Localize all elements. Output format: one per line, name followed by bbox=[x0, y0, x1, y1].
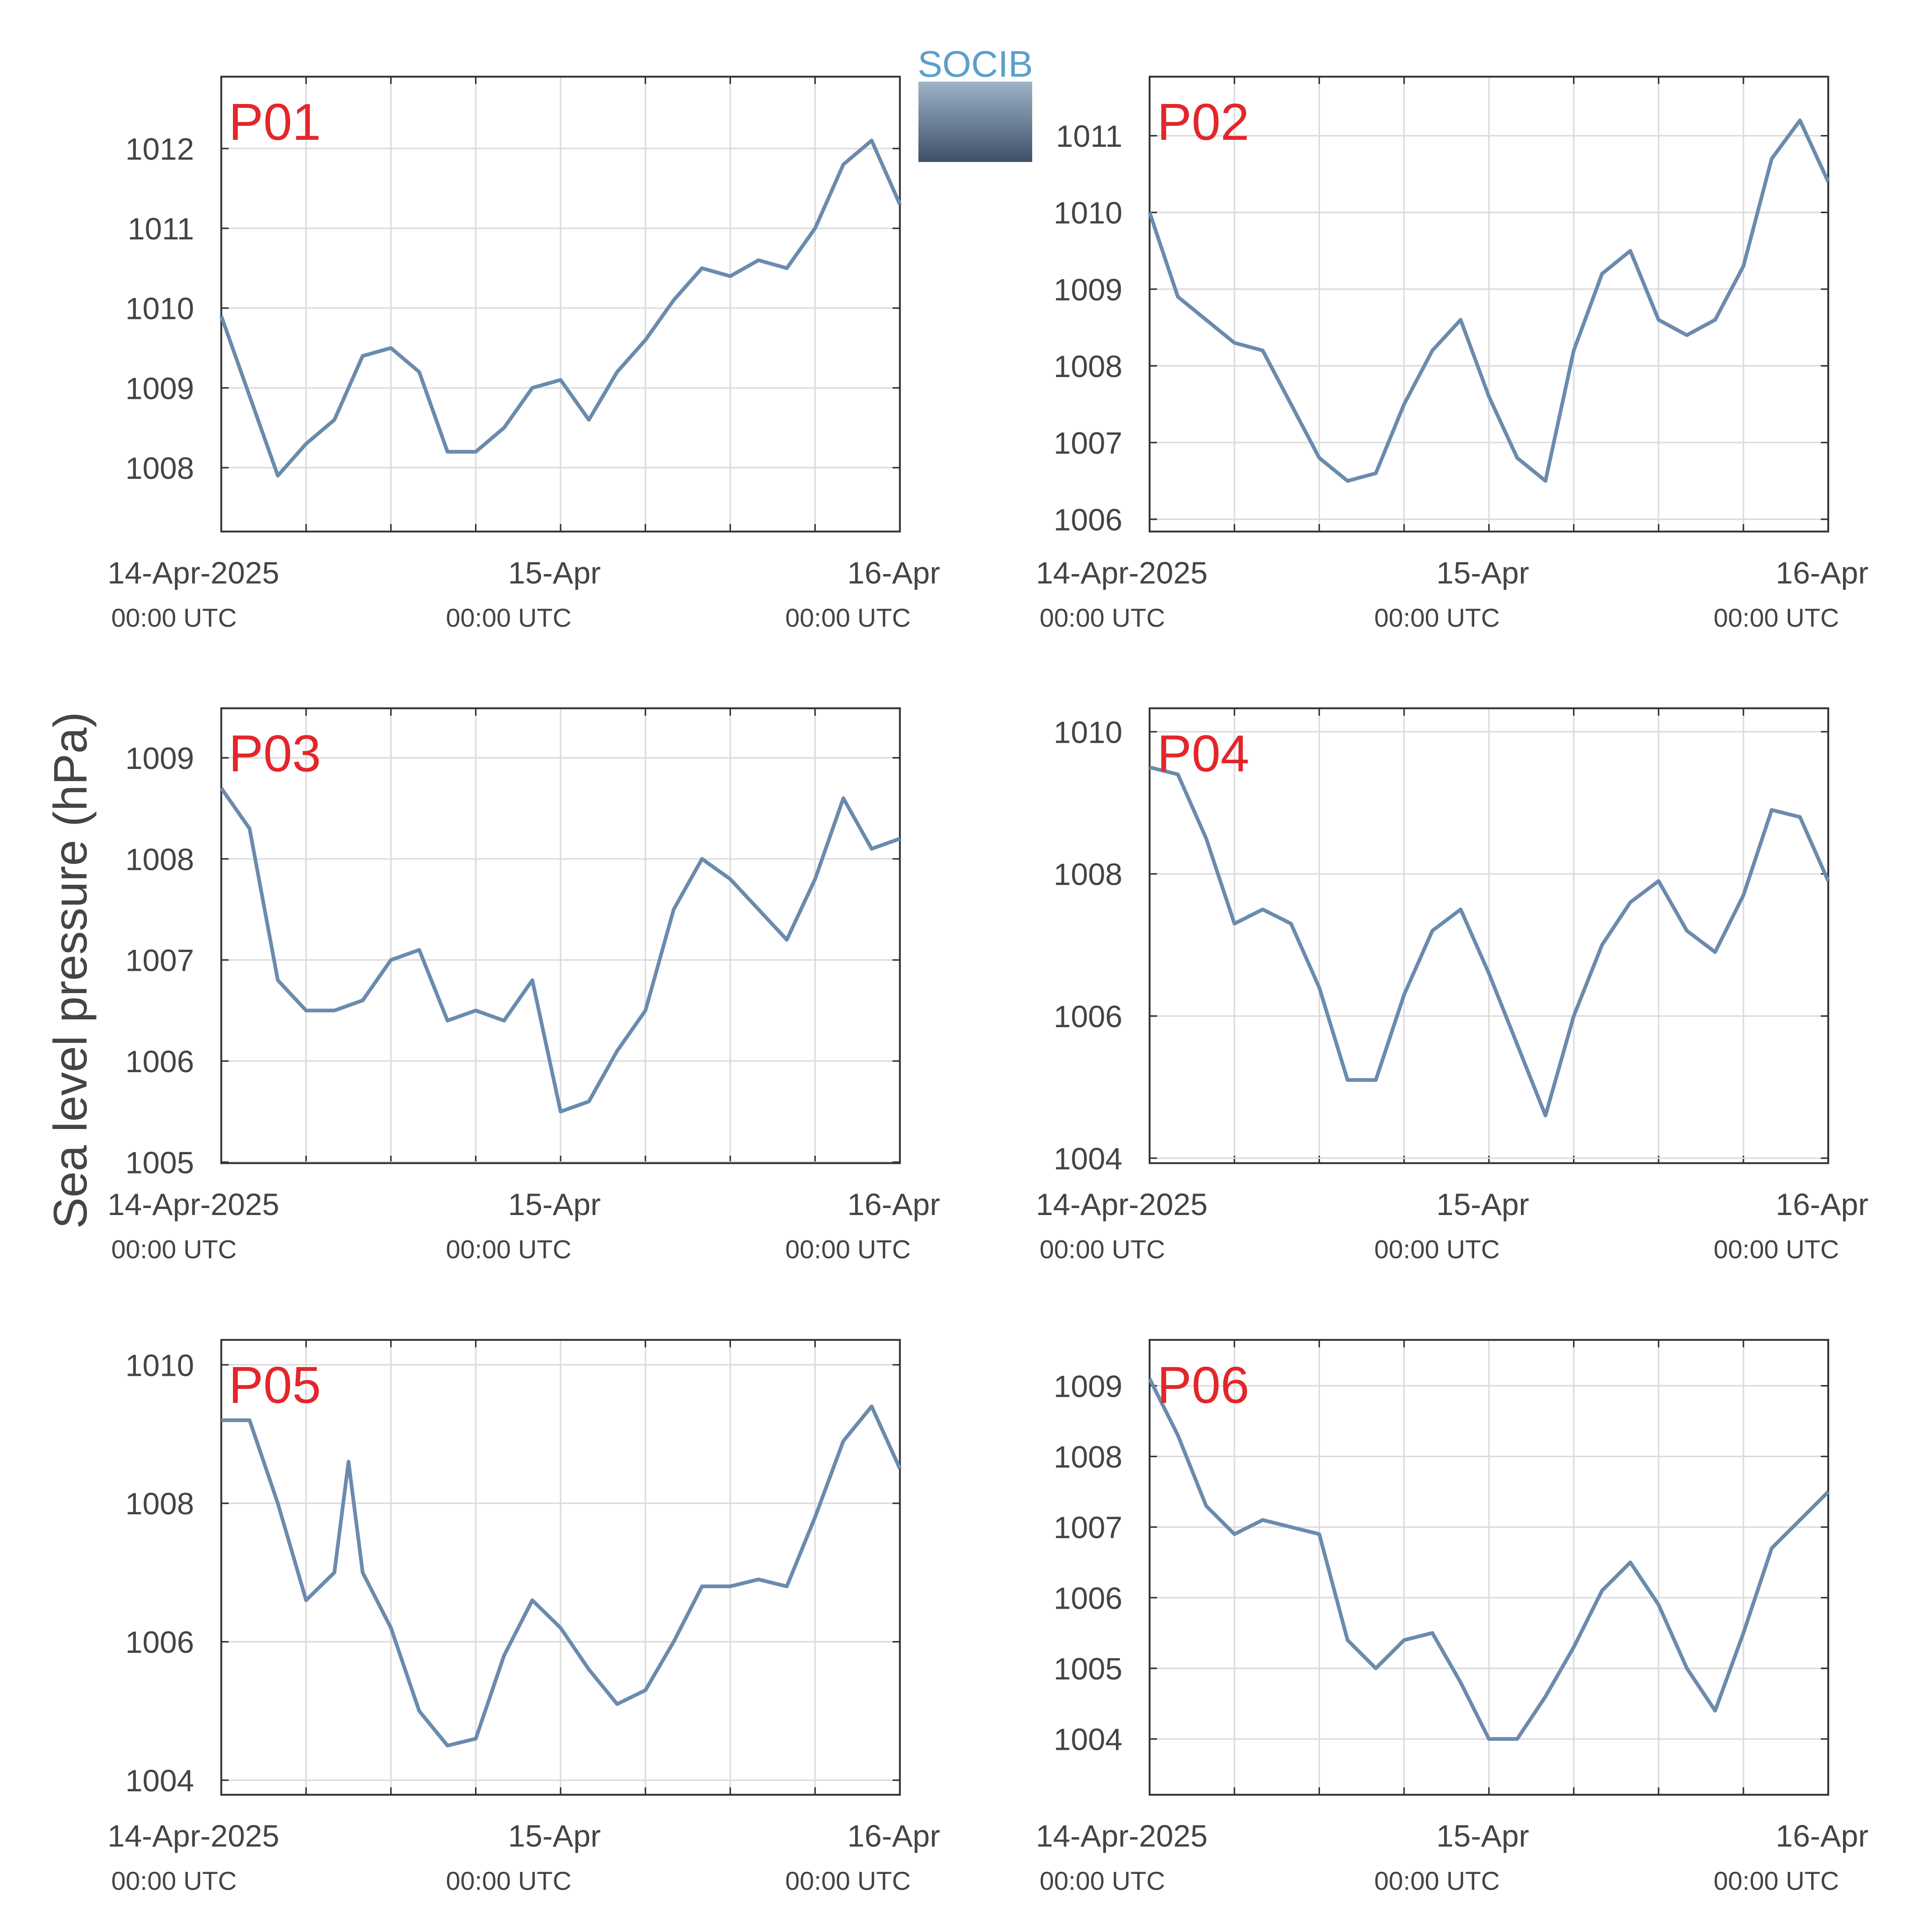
x-tick-label: 16-Apr bbox=[847, 555, 940, 590]
axes-box bbox=[1148, 76, 1829, 533]
panel-title: P01 bbox=[229, 93, 321, 151]
x-tick-label: 16-Apr bbox=[1776, 1819, 1868, 1853]
y-tick-label: 1012 bbox=[125, 132, 194, 166]
data-line bbox=[1148, 1378, 1830, 1741]
x-tick-label: 15-Apr bbox=[508, 1819, 601, 1853]
data-line bbox=[219, 138, 902, 478]
y-tick-label: 1006 bbox=[1053, 1581, 1122, 1615]
x-tick-sublabel: 00:00 UTC bbox=[1714, 603, 1839, 632]
panel-title: P04 bbox=[1157, 724, 1249, 782]
y-tick-label: 1006 bbox=[1053, 999, 1122, 1034]
panel: 14-Apr-2025 00:00 UTC 15-Apr 00:00 UTC 16-Ap… bbox=[1036, 1339, 1868, 1896]
y-tick-label: 1007 bbox=[125, 943, 194, 978]
x-tick-label: 14-Apr-2025 bbox=[107, 1819, 279, 1853]
x-tick-sublabel: 00:00 UTC bbox=[446, 1235, 572, 1264]
data-line bbox=[221, 1404, 902, 1748]
y-tick-label: 1008 bbox=[125, 842, 194, 876]
y-axis-label: Sea level pressure (hPa) bbox=[44, 712, 97, 1229]
x-tick-label: 14-Apr-2025 bbox=[1036, 1819, 1208, 1853]
y-tick-label: 1008 bbox=[125, 1486, 194, 1521]
data-line bbox=[1147, 118, 1830, 483]
logo: SOCIB bbox=[918, 43, 1033, 162]
panel-title: P06 bbox=[1157, 1356, 1249, 1414]
data-line bbox=[1149, 765, 1830, 1118]
y-tick-label: 1010 bbox=[1053, 196, 1122, 230]
logo-block bbox=[918, 81, 1032, 162]
x-tick-sublabel: 00:00 UTC bbox=[446, 603, 572, 632]
y-tick-label: 1010 bbox=[125, 1348, 194, 1382]
y-tick-label: 1006 bbox=[1053, 502, 1122, 537]
x-tick-sublabel: 00:00 UTC bbox=[1374, 1235, 1500, 1264]
x-tick-label: 16-Apr bbox=[847, 1819, 940, 1853]
panel-title: P03 bbox=[229, 724, 321, 782]
y-tick-label: 1004 bbox=[1053, 1722, 1122, 1757]
x-tick-sublabel: 00:00 UTC bbox=[1039, 1235, 1165, 1264]
data-line bbox=[219, 787, 901, 1114]
y-tick-label: 1005 bbox=[125, 1145, 194, 1180]
x-tick-label: 14-Apr-2025 bbox=[1036, 555, 1208, 590]
x-tick-label: 16-Apr bbox=[1776, 1187, 1868, 1222]
y-tick-label: 1008 bbox=[1053, 1440, 1122, 1474]
x-tick-sublabel: 00:00 UTC bbox=[1714, 1866, 1839, 1896]
panel: 14-Apr-2025 00:00 UTC 15-Apr 00:00 UTC 16-Ap… bbox=[1036, 76, 1868, 632]
x-tick-label: 14-Apr-2025 bbox=[107, 555, 279, 590]
y-tick-label: 1011 bbox=[128, 211, 194, 246]
y-tick-label: 1009 bbox=[125, 371, 194, 405]
x-tick-sublabel: 00:00 UTC bbox=[785, 1235, 911, 1264]
x-tick-sublabel: 00:00 UTC bbox=[446, 1866, 572, 1896]
axes-box bbox=[220, 76, 901, 533]
x-tick-label: 15-Apr bbox=[508, 555, 601, 590]
y-tick-label: 1009 bbox=[1053, 272, 1122, 307]
y-tick-label: 1008 bbox=[125, 451, 194, 485]
panel: 14-Apr-2025 00:00 UTC 15-Apr 00:00 UTC 16-Ap… bbox=[107, 707, 940, 1264]
y-tick-label: 1010 bbox=[125, 291, 194, 326]
y-tick-label: 1007 bbox=[1053, 1510, 1122, 1545]
y-tick-label: 1009 bbox=[125, 741, 194, 776]
x-tick-label: 15-Apr bbox=[1436, 555, 1529, 590]
x-tick-label: 15-Apr bbox=[1436, 1819, 1529, 1853]
x-tick-sublabel: 00:00 UTC bbox=[1039, 603, 1165, 632]
x-tick-sublabel: 00:00 UTC bbox=[111, 603, 237, 632]
x-tick-sublabel: 00:00 UTC bbox=[111, 1235, 237, 1264]
x-tick-sublabel: 00:00 UTC bbox=[785, 1866, 911, 1896]
x-tick-sublabel: 00:00 UTC bbox=[1374, 1866, 1500, 1896]
y-tick-label: 1008 bbox=[1053, 349, 1122, 384]
x-tick-label: 15-Apr bbox=[508, 1187, 601, 1222]
y-tick-label: 1004 bbox=[125, 1763, 194, 1798]
y-tick-label: 1005 bbox=[1053, 1652, 1122, 1686]
panel: 14-Apr-2025 00:00 UTC 15-Apr 00:00 UTC 16-Ap… bbox=[107, 1339, 940, 1896]
panel: 14-Apr-2025 00:00 UTC 15-Apr 00:00 UTC 16-Ap… bbox=[107, 76, 940, 632]
x-tick-label: 14-Apr-2025 bbox=[107, 1187, 279, 1222]
x-tick-label: 16-Apr bbox=[1776, 555, 1868, 590]
x-tick-sublabel: 00:00 UTC bbox=[1374, 603, 1500, 632]
x-tick-label: 15-Apr bbox=[1436, 1187, 1529, 1222]
x-tick-label: 16-Apr bbox=[847, 1187, 940, 1222]
x-tick-sublabel: 00:00 UTC bbox=[785, 603, 911, 632]
x-tick-sublabel: 00:00 UTC bbox=[1714, 1235, 1839, 1264]
x-tick-sublabel: 00:00 UTC bbox=[1039, 1866, 1165, 1896]
axes-box bbox=[220, 1339, 901, 1796]
panel-title: P05 bbox=[229, 1356, 321, 1414]
logo-text: SOCIB bbox=[918, 43, 1033, 85]
panel: 14-Apr-2025 00:00 UTC 15-Apr 00:00 UTC 16-Ap… bbox=[1036, 707, 1868, 1264]
axes-box bbox=[1148, 707, 1829, 1164]
y-tick-label: 1004 bbox=[1053, 1141, 1122, 1176]
y-tick-label: 1011 bbox=[1056, 119, 1123, 153]
x-tick-sublabel: 00:00 UTC bbox=[111, 1866, 237, 1896]
y-tick-label: 1008 bbox=[1053, 857, 1122, 892]
y-tick-label: 1006 bbox=[125, 1625, 194, 1659]
axes-box bbox=[220, 707, 901, 1164]
panel-title: P02 bbox=[1157, 93, 1249, 151]
x-tick-label: 14-Apr-2025 bbox=[1036, 1187, 1208, 1222]
y-tick-label: 1009 bbox=[1053, 1369, 1122, 1403]
axes-box bbox=[1148, 1339, 1829, 1796]
y-tick-label: 1007 bbox=[1053, 426, 1122, 460]
y-tick-label: 1010 bbox=[1053, 715, 1122, 749]
y-tick-label: 1006 bbox=[125, 1044, 194, 1079]
